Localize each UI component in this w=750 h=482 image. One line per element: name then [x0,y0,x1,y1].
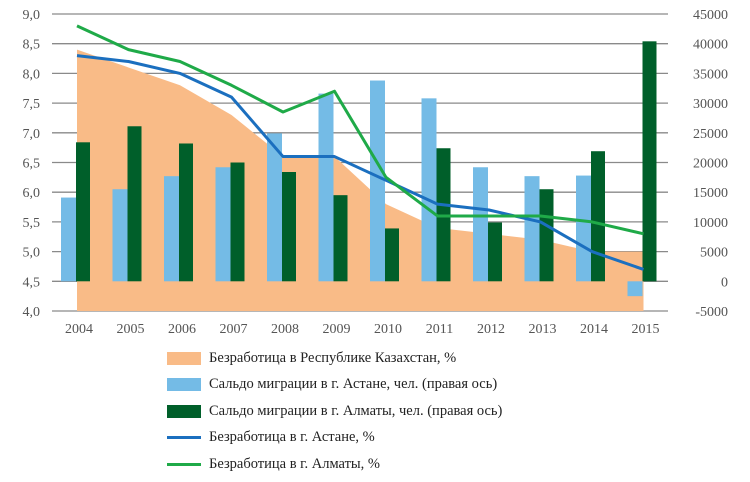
left-tick-label: 7,5 [23,97,41,112]
right-tick-label: -5000 [695,305,728,320]
right-tick-label: 45000 [693,8,728,23]
right-tick-label: 40000 [693,38,728,53]
bar-almaty-migration [127,126,142,282]
legend-label: Сальдо миграции в г. Алматы, чел. (права… [209,402,503,419]
legend-label: Безработица в г. Астане, % [209,429,375,446]
legend-item-kz-unemployment: Безработица в Республике Казахстан, % [167,345,502,372]
x-tick-label: 2009 [323,322,351,337]
bar-astana-migration [267,133,282,282]
left-tick-label: 9,0 [23,8,41,23]
bar-almaty-migration [76,142,90,282]
bar-astana-migration [215,167,231,282]
legend-item-almaty-migration: Сальдо миграции в г. Алматы, чел. (права… [167,398,502,425]
left-tick-label: 7,0 [23,127,41,142]
bar-astana-migration [370,80,385,282]
legend-item-almaty-unemployment: Безработица в г. Алматы, % [167,451,502,478]
bar-astana-migration [421,98,437,282]
bar-astana-migration [318,93,334,282]
legend-swatch [167,351,201,365]
left-tick-label: 4,0 [23,305,41,320]
right-tick-label: 20000 [693,157,728,172]
x-tick-label: 2007 [220,322,248,337]
x-tick-label: 2010 [374,322,402,337]
x-tick-label: 2011 [426,322,453,337]
bar-almaty-migration [179,143,193,282]
x-tick-label: 2012 [477,322,505,337]
bar-astana-migration [576,175,591,282]
legend-label: Безработица в Республике Казахстан, % [209,349,457,366]
legend-swatch [167,404,201,418]
right-tick-label: 15000 [693,186,728,201]
bar-almaty-migration [282,172,296,282]
right-tick-label: 10000 [693,216,728,231]
bar-astana-migration [524,176,540,282]
bar-almaty-migration [539,189,554,282]
left-tick-label: 5,0 [23,246,41,261]
right-tick-label: 25000 [693,127,728,142]
x-tick-label: 2006 [168,322,196,337]
bar-almaty-migration [333,195,348,282]
legend-label: Сальдо миграции в г. Астане, чел. (права… [209,376,498,393]
left-tick-label: 5,5 [23,216,41,231]
x-tick-label: 2005 [117,322,145,337]
left-tick-label: 8,5 [23,38,41,53]
bar-almaty-migration [591,151,605,282]
bar-astana-migration [112,189,128,282]
left-tick-label: 6,5 [23,157,41,172]
chart-plot: 4,0 4,5 5,0 5,5 6,0 6,5 7,0 7,5 8,0 8,5 9,0 -5000 0 5… [23,8,729,337]
bar-almaty-migration [488,222,502,282]
legend-item-astana-migration: Сальдо миграции в г. Астане, чел. (права… [167,372,502,399]
right-tick-label: 35000 [693,67,728,82]
right-tick-label: 0 [721,275,728,290]
left-tick-label: 4,5 [23,275,41,290]
legend-swatch [167,378,201,392]
legend: Безработица в Республике Казахстан, % Са… [167,345,502,478]
legend-swatch [167,462,201,466]
line-almaty-unemployment [76,24,644,236]
x-tick-label: 2015 [632,322,660,337]
legend-item-astana-unemployment: Безработица в г. Астане, % [167,425,502,452]
bar-astana-migration [627,281,643,297]
x-tick-label: 2014 [580,322,608,337]
bar-almaty-migration [230,162,245,282]
bar-almaty-migration [385,228,399,282]
bar-almaty-migration [642,41,657,282]
left-tick-label: 6,0 [23,186,41,201]
x-tick-label: 2004 [65,322,93,337]
x-tick-label: 2013 [529,322,557,337]
x-tick-label: 2008 [271,322,299,337]
right-tick-label: 30000 [693,97,728,112]
legend-label: Безработица в г. Алматы, % [209,455,380,472]
bar-astana-migration [473,167,488,282]
line-astana-unemployment [76,54,644,271]
bar-astana-migration [61,197,76,282]
left-tick-label: 8,0 [23,67,41,82]
right-tick-label: 5000 [700,246,728,261]
area-kz-unemployment [77,49,644,311]
legend-swatch [167,436,201,440]
bar-astana-migration [164,176,179,282]
